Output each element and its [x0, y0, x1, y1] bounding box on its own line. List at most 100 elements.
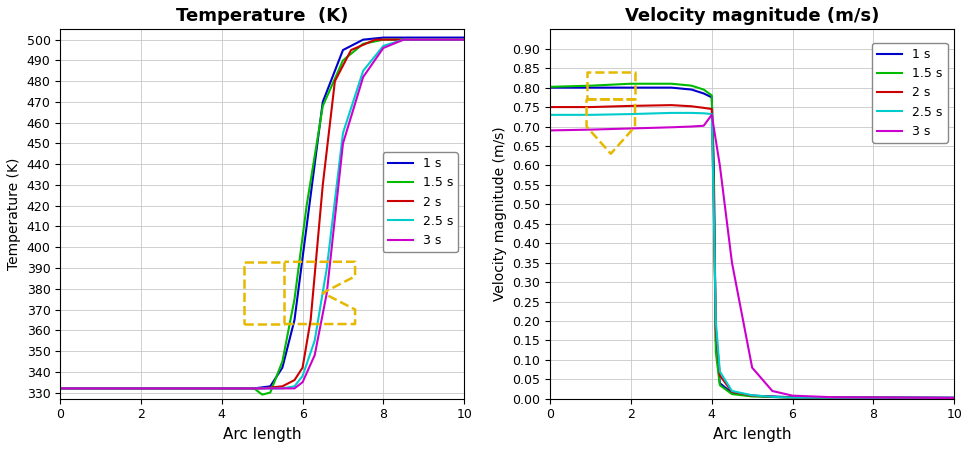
3 s — [397, 37, 409, 42]
1 s — [787, 395, 798, 400]
Line: 3 s: 3 s — [550, 115, 954, 398]
Y-axis label: Velocity magnitude (m/s): Velocity magnitude (m/s) — [493, 127, 507, 301]
X-axis label: Arc length: Arc length — [223, 427, 301, 442]
1.5 s — [358, 41, 369, 47]
1.5 s — [317, 103, 328, 109]
2.5 s — [309, 338, 321, 343]
Line: 2.5 s: 2.5 s — [550, 113, 954, 398]
2.5 s — [337, 130, 349, 136]
2.5 s — [686, 110, 698, 115]
2.5 s — [358, 68, 369, 74]
2.5 s — [228, 386, 239, 391]
1.5 s — [378, 37, 390, 42]
1.5 s — [276, 359, 288, 364]
2.5 s — [698, 110, 709, 116]
Legend: 1 s, 1.5 s, 2 s, 2.5 s, 3 s: 1 s, 1.5 s, 2 s, 2.5 s, 3 s — [383, 152, 458, 252]
2 s — [666, 102, 677, 108]
2.5 s — [321, 265, 332, 271]
3 s — [698, 123, 709, 128]
Line: 1.5 s: 1.5 s — [550, 84, 954, 398]
1.5 s — [545, 84, 556, 89]
2 s — [706, 106, 718, 112]
1 s — [317, 99, 328, 105]
X-axis label: Arc length: Arc length — [713, 427, 792, 442]
2 s — [686, 104, 698, 109]
2.5 s — [584, 112, 596, 118]
3 s — [949, 395, 960, 401]
2.5 s — [289, 383, 300, 389]
2 s — [297, 365, 308, 370]
2 s — [329, 79, 341, 84]
3 s — [289, 386, 300, 391]
1 s — [458, 35, 470, 40]
2 s — [787, 395, 798, 401]
2 s — [949, 395, 960, 401]
3 s — [766, 388, 778, 394]
2 s — [746, 393, 758, 398]
3 s — [545, 128, 556, 133]
2.5 s — [706, 111, 718, 117]
3 s — [321, 290, 332, 295]
1 s — [625, 85, 637, 90]
Y-axis label: Temperature (K): Temperature (K) — [7, 158, 21, 270]
1.5 s — [708, 182, 720, 188]
1.5 s — [710, 349, 722, 355]
Title: Velocity magnitude (m/s): Velocity magnitude (m/s) — [625, 7, 879, 25]
2.5 s — [726, 388, 737, 394]
2.5 s — [378, 43, 390, 48]
1.5 s — [698, 87, 709, 92]
1 s — [265, 383, 276, 389]
1 s — [666, 85, 677, 90]
1.5 s — [686, 83, 698, 88]
1 s — [378, 35, 390, 40]
3 s — [714, 163, 726, 168]
1.5 s — [666, 81, 677, 86]
3 s — [276, 386, 288, 391]
3 s — [54, 386, 66, 391]
3 s — [726, 260, 737, 265]
2 s — [625, 103, 637, 109]
2.5 s — [708, 209, 720, 215]
1 s — [686, 87, 698, 92]
1 s — [289, 317, 300, 322]
3 s — [787, 393, 798, 398]
1.5 s — [257, 392, 268, 397]
2 s — [698, 105, 709, 110]
Line: 1 s: 1 s — [550, 88, 954, 398]
1.5 s — [706, 92, 718, 98]
3 s — [297, 379, 308, 385]
2.5 s — [666, 110, 677, 115]
3 s — [706, 112, 718, 118]
Legend: 1 s, 1.5 s, 2 s, 2.5 s, 3 s: 1 s, 1.5 s, 2 s, 2.5 s, 3 s — [872, 43, 948, 143]
3 s — [686, 124, 698, 129]
Line: 2 s: 2 s — [550, 105, 954, 398]
Line: 2.5 s: 2.5 s — [60, 40, 464, 388]
1.5 s — [584, 83, 596, 88]
2.5 s — [297, 373, 308, 379]
1 s — [708, 163, 720, 168]
1 s — [714, 380, 726, 386]
1 s — [545, 85, 556, 90]
2.5 s — [257, 386, 268, 391]
1.5 s — [458, 37, 470, 42]
2.5 s — [54, 386, 66, 391]
2 s — [257, 386, 268, 391]
1 s — [584, 85, 596, 90]
2.5 s — [787, 395, 798, 401]
Line: 1.5 s: 1.5 s — [60, 40, 464, 395]
1 s — [228, 386, 239, 391]
2 s — [345, 47, 357, 53]
2 s — [369, 37, 381, 42]
2.5 s — [949, 395, 960, 401]
3 s — [228, 386, 239, 391]
1.5 s — [248, 386, 260, 391]
3 s — [746, 365, 758, 370]
3 s — [458, 37, 470, 42]
3 s — [337, 141, 349, 146]
3 s — [257, 386, 268, 391]
1 s — [706, 95, 718, 100]
Line: 3 s: 3 s — [60, 40, 464, 388]
2.5 s — [714, 369, 726, 374]
2 s — [228, 386, 239, 391]
1 s — [276, 365, 288, 370]
